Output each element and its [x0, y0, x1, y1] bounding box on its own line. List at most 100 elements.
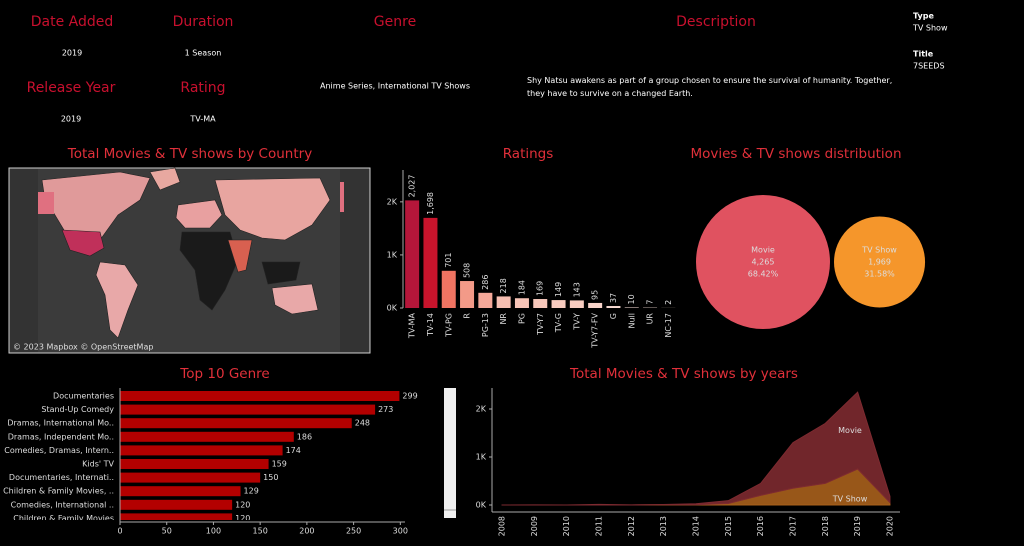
x-tick-label: TV-G — [554, 313, 563, 333]
y-tick-label: Stand-Up Comedy — [41, 405, 114, 414]
x-tick-label: 2016 — [756, 516, 765, 536]
y-tick-label: Dramas, Independent Mo.. — [8, 432, 114, 441]
x-tick-label: 250 — [346, 527, 361, 536]
chart-title: Movies & TV shows distribution — [690, 146, 901, 162]
bar — [120, 418, 352, 429]
bar — [496, 296, 511, 308]
bar — [423, 217, 438, 308]
y-tick-label: 2K — [387, 197, 398, 206]
bar — [120, 445, 283, 456]
bar — [460, 281, 475, 308]
field-value: Shy Natsu awakens as part of a group cho… — [527, 76, 893, 98]
value-label: 701 — [444, 253, 453, 268]
y-tick-label: Comedies, International .. — [11, 500, 114, 509]
map-land — [340, 182, 344, 212]
value-label: 169 — [536, 281, 545, 296]
x-tick-label: TV-Y7 — [536, 313, 545, 336]
x-tick-label: 2018 — [821, 516, 830, 536]
x-tick-label: 2009 — [530, 516, 539, 536]
field-label: Title — [913, 50, 934, 59]
x-tick-label: 150 — [253, 527, 268, 536]
y-tick-label: 1K — [387, 250, 398, 259]
map-edge — [10, 169, 38, 352]
y-tick-label: 0K — [387, 304, 398, 313]
bar — [120, 513, 233, 520]
field-value: 2019 — [62, 49, 82, 58]
x-tick-label: 2010 — [562, 516, 571, 536]
x-tick-label: 2014 — [691, 516, 700, 536]
bar — [478, 292, 493, 308]
bubble-label: Movie — [751, 246, 775, 255]
field-label: Type — [913, 12, 934, 21]
bar — [588, 302, 603, 308]
bar — [624, 307, 639, 308]
bar — [514, 298, 529, 308]
value-label: 120 — [235, 514, 250, 523]
chart-title: Top 10 Genre — [179, 366, 269, 382]
y-tick-label: 2K — [476, 405, 487, 414]
x-tick-label: 0 — [117, 527, 122, 536]
field-label: Rating — [180, 80, 225, 96]
field-label: Date Added — [31, 14, 114, 30]
x-tick-label: 2020 — [885, 516, 894, 536]
x-tick-label: PG-13 — [481, 313, 490, 337]
chart-title: Total Movies & TV shows by years — [569, 366, 798, 382]
y-tick-label: 0K — [476, 501, 487, 510]
bubble-percent: 68.42% — [748, 270, 779, 279]
x-tick-label: TV-MA — [408, 312, 417, 339]
x-tick-label: 200 — [299, 527, 314, 536]
y-tick-label: Documentaries — [53, 392, 114, 401]
value-label: 159 — [272, 460, 287, 469]
x-tick-label: NR — [499, 313, 508, 325]
field-label: Duration — [173, 14, 234, 30]
x-tick-label: 300 — [393, 527, 408, 536]
bubble-value: 4,265 — [752, 258, 775, 267]
map-edge — [340, 169, 369, 352]
chart-title: Ratings — [503, 146, 554, 162]
map-attribution: © 2023 Mapbox © OpenStreetMap — [13, 343, 153, 352]
value-label: 186 — [297, 432, 312, 441]
field-label: Release Year — [27, 80, 116, 96]
bubble-percent: 31.58% — [864, 270, 895, 279]
y-tick-label: Children & Family Movies — [13, 514, 114, 523]
x-tick-label: UR — [646, 313, 655, 325]
x-tick-label: 2008 — [498, 516, 507, 536]
field-value: 2019 — [61, 115, 81, 124]
x-tick-label: 2012 — [627, 516, 636, 536]
x-tick-label: R — [463, 313, 472, 319]
field-value: TV Show — [912, 24, 948, 33]
value-label: 248 — [355, 419, 370, 428]
x-tick-label: 50 — [162, 527, 172, 536]
map-land — [38, 192, 54, 214]
x-tick-label: PG — [517, 313, 526, 324]
bar — [120, 459, 269, 469]
field-value: 7SEEDS — [913, 62, 945, 71]
map-land — [41, 167, 331, 339]
series-label: Movie — [838, 426, 862, 435]
y-tick-label: Kids' TV — [82, 460, 114, 469]
bar — [120, 499, 233, 510]
value-label: 150 — [263, 473, 278, 482]
value-label: 1,698 — [426, 192, 435, 215]
y-tick-label: Dramas, International Mo.. — [7, 419, 114, 428]
field-label: Description — [676, 14, 756, 30]
value-label: 286 — [481, 275, 490, 290]
field-value: 1 Season — [185, 49, 222, 58]
bar — [120, 431, 294, 442]
x-tick-label: 2013 — [659, 516, 668, 536]
value-label: 37 — [609, 293, 618, 303]
area — [501, 391, 891, 506]
bar — [533, 299, 548, 308]
genre-bars: 299 Documentaries 273 Stand-Up Comedy 248 Dra… — [3, 391, 418, 523]
bubble — [834, 216, 926, 308]
y-tick-label: Comedies, Dramas, Intern.. — [4, 446, 114, 455]
y-tick-label: Documentaries, Internati.. — [9, 473, 114, 482]
x-tick-label: Null — [627, 313, 636, 329]
bubble — [696, 195, 830, 329]
value-label: 129 — [244, 487, 259, 496]
x-tick-label: TV-PG — [444, 313, 453, 338]
bar — [120, 391, 400, 401]
scrollbar[interactable] — [444, 388, 456, 518]
